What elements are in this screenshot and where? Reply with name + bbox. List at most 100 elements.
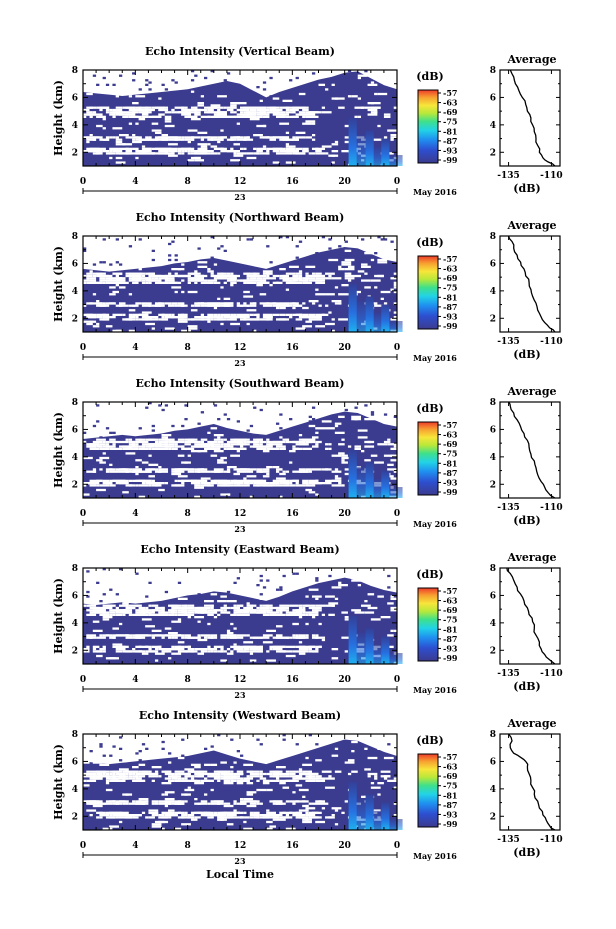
gap-cell — [305, 272, 309, 275]
gap-cell — [177, 150, 182, 153]
gap-cell — [92, 293, 97, 296]
echo-cell — [364, 404, 368, 407]
gap-cell — [118, 440, 129, 444]
gap-cell — [168, 611, 178, 614]
gap-cell — [168, 445, 175, 448]
gap-cell — [259, 470, 263, 473]
gap-cell — [92, 113, 103, 116]
gap-cell — [328, 258, 339, 262]
gap-cell — [148, 484, 152, 487]
gap-cell — [253, 811, 260, 814]
echo-cell — [217, 247, 221, 250]
gap-cell — [285, 272, 296, 275]
gap-cell — [213, 115, 221, 118]
gap-cell — [132, 147, 139, 150]
gap-cell — [256, 484, 267, 487]
gap-cell — [132, 140, 142, 144]
gap-cell — [240, 634, 247, 637]
gap-cell — [298, 770, 303, 773]
gap-cell — [102, 606, 106, 610]
gap-cell — [256, 124, 267, 128]
gap-cell — [86, 650, 90, 653]
gap-cell — [334, 468, 339, 471]
gap-cell — [99, 609, 106, 612]
convective-cell — [381, 802, 390, 830]
gap-cell — [154, 770, 159, 773]
echo-cell — [96, 420, 100, 423]
gap-cell — [243, 779, 250, 782]
gap-cell — [387, 129, 397, 132]
gap-cell — [194, 443, 205, 446]
gap-cell — [115, 650, 123, 653]
gap-cell — [171, 111, 182, 114]
gap-cell — [285, 611, 296, 614]
gap-cell — [109, 316, 116, 319]
echo-cell — [148, 402, 152, 405]
gap-cell — [112, 136, 116, 139]
gap-cell — [266, 788, 273, 792]
gap-cell — [240, 484, 250, 487]
gap-cell — [311, 816, 316, 819]
gap-cell — [305, 488, 312, 492]
convective-cell — [348, 118, 357, 166]
gap-cell — [112, 108, 123, 112]
gap-cell — [210, 593, 218, 596]
gap-cell — [132, 138, 136, 141]
gap-cell — [308, 814, 312, 817]
gap-cell — [138, 313, 142, 316]
gap-cell — [249, 279, 254, 282]
gap-cell — [331, 586, 342, 589]
gap-cell — [298, 634, 306, 637]
gap-cell — [295, 150, 299, 153]
gap-cell — [282, 775, 290, 778]
gap-cell — [220, 322, 224, 326]
gap-cell — [158, 820, 169, 824]
gap-cell — [223, 482, 234, 485]
gap-cell — [285, 470, 290, 473]
echo-cell — [102, 261, 106, 264]
echo-cell — [262, 586, 267, 589]
gap-cell — [331, 814, 335, 817]
gap-cell — [266, 274, 270, 278]
gap-cell — [83, 136, 90, 139]
gap-cell — [210, 138, 214, 141]
gap-cell — [184, 611, 188, 614]
gap-cell — [223, 772, 234, 776]
gap-cell — [341, 150, 352, 153]
echo-cell — [361, 238, 365, 241]
gap-cell — [200, 313, 205, 316]
gap-cell — [151, 279, 155, 282]
gap-cell — [295, 784, 303, 787]
gap-cell — [305, 807, 316, 810]
gap-cell — [308, 606, 316, 610]
gap-cell — [318, 777, 326, 780]
gap-cell — [315, 313, 326, 316]
gap-cell — [128, 329, 133, 332]
gap-cell — [89, 277, 97, 280]
gap-cell — [341, 461, 348, 464]
gap-cell — [122, 613, 126, 616]
gap-cell — [99, 272, 103, 275]
gap-cell — [226, 652, 234, 655]
gap-cell — [217, 802, 224, 805]
gap-cell — [246, 316, 250, 319]
gap-cell — [325, 152, 329, 155]
gap-cell — [125, 604, 129, 607]
gap-cell — [145, 279, 152, 282]
gap-cell — [92, 648, 97, 651]
gap-cell — [171, 286, 182, 289]
gap-cell — [331, 277, 342, 280]
gap-cell — [86, 809, 97, 812]
gap-cell — [105, 775, 116, 778]
echo-cell — [383, 238, 388, 241]
echo-cell — [269, 95, 273, 98]
gap-cell — [272, 447, 280, 450]
y-tick-label: 8 — [72, 398, 78, 408]
gap-cell — [383, 775, 391, 778]
gap-cell — [370, 618, 381, 621]
gap-cell — [115, 106, 123, 109]
gap-cell — [122, 772, 126, 776]
gap-cell — [187, 775, 191, 778]
gap-cell — [393, 286, 397, 289]
